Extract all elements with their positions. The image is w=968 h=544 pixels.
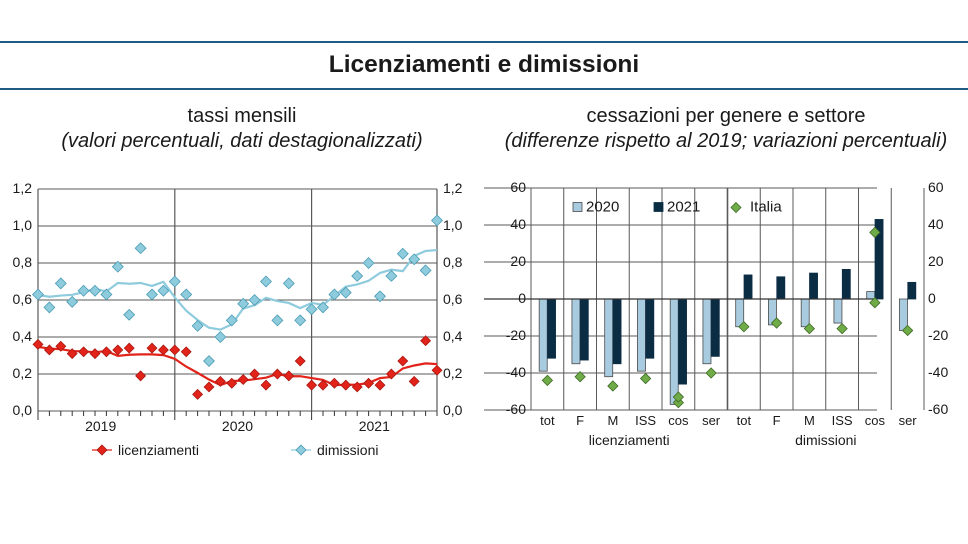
svg-text:2021: 2021	[667, 201, 700, 216]
svg-text:2020: 2020	[586, 201, 619, 216]
svg-text:dimissioni: dimissioni	[317, 442, 378, 458]
svg-text:licenziamenti: licenziamenti	[118, 442, 199, 458]
svg-text:Italia: Italia	[750, 201, 782, 216]
